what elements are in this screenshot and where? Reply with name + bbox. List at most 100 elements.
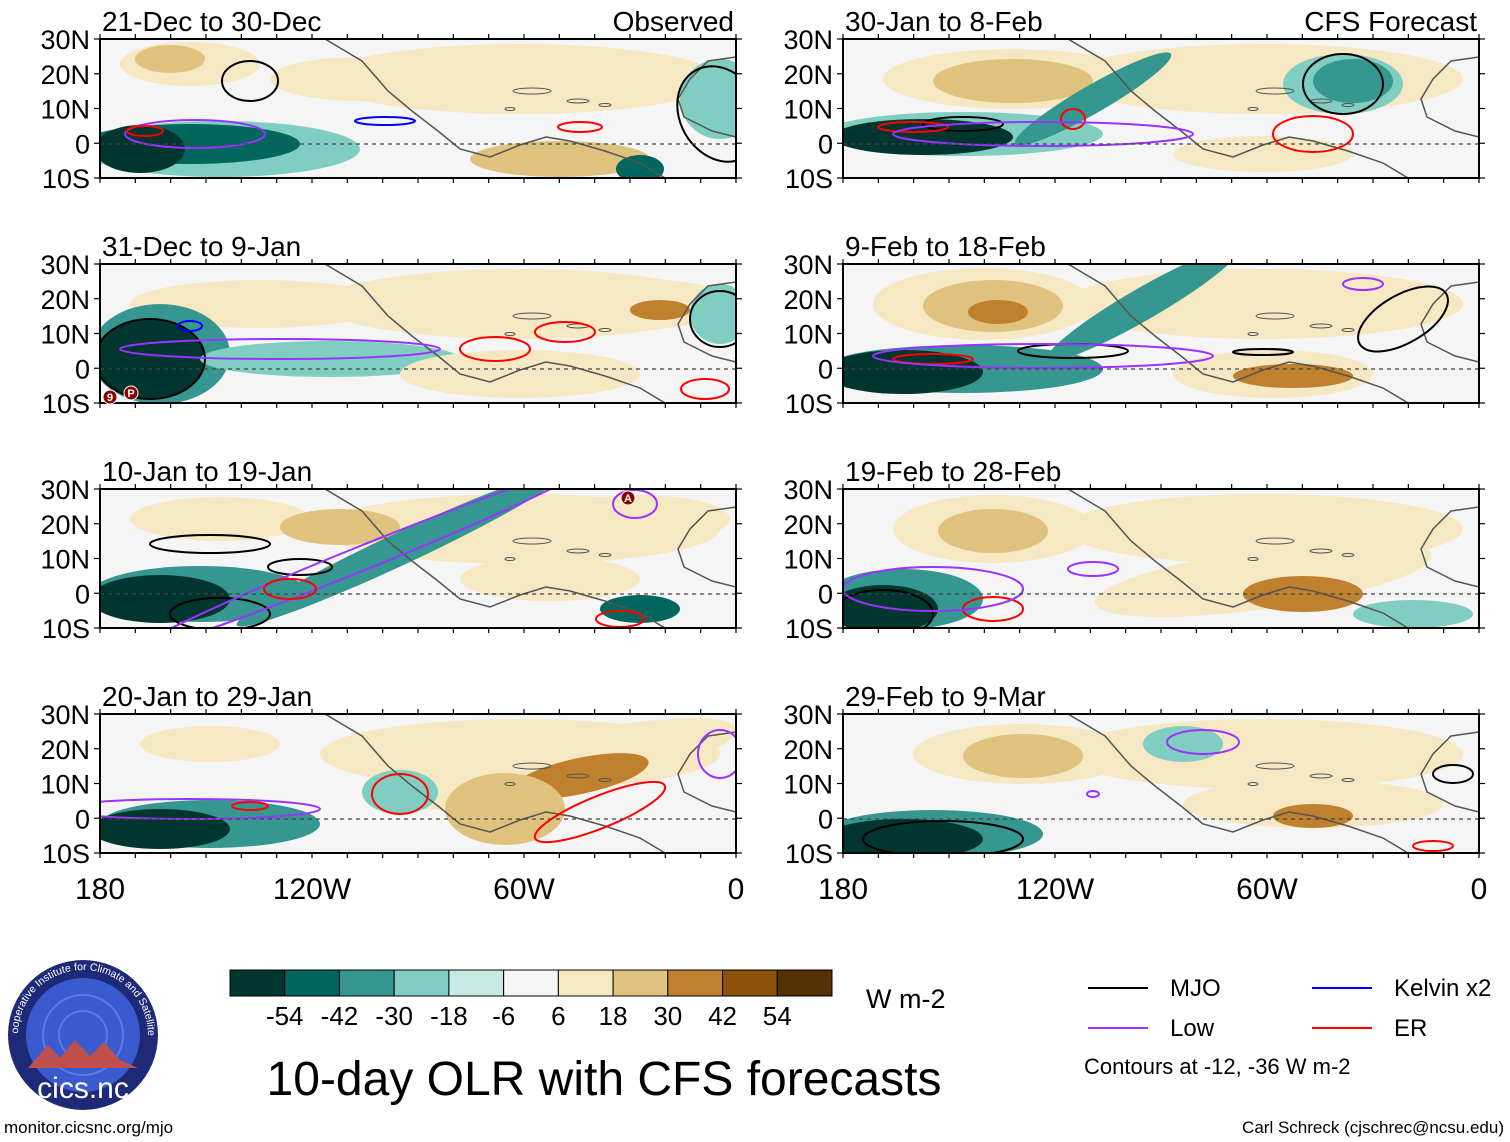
svg-text:9: 9	[107, 392, 113, 404]
colorbar-swatch	[667, 969, 724, 997]
legend-note: Contours at -12, -36 W m-2	[1084, 1054, 1351, 1079]
map-panel-0-1: 31-Dec to 9-Jan 30N 20N 10N 0 10S	[40, 231, 742, 419]
colorbar-label: -18	[430, 1001, 468, 1031]
colorbar-label: -54	[266, 1001, 304, 1031]
lat-label: 0	[818, 129, 833, 159]
lat-label: 20N	[783, 285, 833, 315]
lon-label: 120W	[273, 873, 352, 906]
colorbar-swatch	[776, 969, 833, 997]
lon-label: 180	[75, 873, 125, 906]
colorbar-label: -42	[321, 1001, 359, 1031]
lat-label: 10N	[783, 770, 833, 800]
lat-label: 30N	[40, 25, 90, 55]
map-panel-0-0: 21-Dec to 30-Dec Observed 30N 20N 10N 0 10S	[40, 6, 742, 194]
map-panel-1-1: 9-Feb to 18-Feb 30N 20N 10N 0 10S	[783, 231, 1485, 419]
lat-label: 10N	[40, 320, 90, 350]
colorbar-swatch	[284, 969, 340, 997]
svg-text:P: P	[127, 388, 134, 400]
colorbar-swatch	[722, 969, 778, 997]
lat-label: 30N	[40, 250, 90, 280]
lat-label: 10N	[783, 95, 833, 125]
colorbar-label: 6	[551, 1001, 565, 1031]
column-header: CFS Forecast	[1304, 6, 1477, 37]
lat-label: 30N	[783, 700, 833, 730]
lat-label: 10S	[785, 389, 833, 419]
colorbar-swatch	[612, 969, 669, 997]
lat-label: 10N	[783, 320, 833, 350]
lat-label: 10S	[42, 164, 90, 194]
lat-label: 0	[75, 804, 90, 834]
lat-label: 30N	[783, 475, 833, 505]
lat-label: 0	[75, 579, 90, 609]
map-panel-1-0: 30-Jan to 8-Feb CFS Forecast 30N 20N 10N 0 10S	[783, 6, 1485, 194]
panel-period-label: 9-Feb to 18-Feb	[845, 231, 1046, 262]
map-panel-1-3: 29-Feb to 9-Mar 30N 20N 10N 0 10S 180 120W 60W 0	[783, 681, 1487, 906]
lat-label: 10N	[40, 545, 90, 575]
lat-label: 10S	[785, 614, 833, 644]
colorbar-label: 30	[653, 1001, 682, 1031]
map-panel-0-2: 10-Jan to 19-Jan 30N 20N 10N 0 10S	[40, 456, 742, 644]
map-panel-0-3: 20-Jan to 29-Jan 30N 20N 10N 0 10S 180 120W 60W 0	[40, 681, 744, 906]
lat-label: 10N	[40, 95, 90, 125]
lat-label: 10S	[785, 839, 833, 869]
lat-label: 20N	[40, 285, 90, 315]
colorbar-label: -6	[492, 1001, 515, 1031]
lat-label: 10S	[785, 164, 833, 194]
lat-label: 10S	[42, 614, 90, 644]
lat-label: 30N	[40, 700, 90, 730]
colorbar-swatch	[229, 969, 286, 997]
map-panel-1-2: 19-Feb to 28-Feb 30N 20N 10N 0 10S	[783, 456, 1485, 644]
column-header: Observed	[613, 6, 734, 37]
legend-label: Low	[1170, 1015, 1215, 1042]
colorbar-label: 42	[708, 1001, 737, 1031]
lat-label: 10S	[42, 839, 90, 869]
lat-label: 0	[818, 354, 833, 384]
lat-label: 20N	[783, 510, 833, 540]
lat-label: 10S	[42, 389, 90, 419]
colorbar-swatch	[557, 969, 614, 997]
figure-title: 10-day OLR with CFS forecasts	[267, 1053, 942, 1106]
legend-label: MJO	[1170, 975, 1221, 1002]
lat-label: 10N	[40, 770, 90, 800]
panel-period-label: 31-Dec to 9-Jan	[102, 231, 301, 262]
panel-period-label: 19-Feb to 28-Feb	[845, 456, 1061, 487]
panel-period-label: 10-Jan to 19-Jan	[102, 456, 312, 487]
colorbar: -54 -42 -30 -18 -6 6 18 30 42 54	[229, 969, 833, 1031]
footer-credit: Carl Schreck (cjschrec@ncsu.edu)	[1242, 1118, 1504, 1137]
panel-period-label: 21-Dec to 30-Dec	[102, 6, 321, 37]
panel-period-label: 20-Jan to 29-Jan	[102, 681, 312, 712]
colorbar-label: 54	[763, 1001, 792, 1031]
legend-label: Kelvin x2	[1394, 975, 1491, 1002]
lat-label: 30N	[783, 250, 833, 280]
lon-label: 180	[818, 873, 868, 906]
colorbar-swatch	[393, 969, 450, 997]
lat-label: 0	[818, 804, 833, 834]
lat-label: 0	[75, 354, 90, 384]
lon-label: 60W	[1236, 873, 1298, 906]
lat-label: 30N	[40, 475, 90, 505]
storm-marker: 9	[102, 389, 118, 405]
storm-marker: P	[123, 385, 139, 401]
storm-marker: A	[620, 490, 636, 506]
svg-text:A: A	[624, 493, 632, 505]
lon-label: 60W	[493, 873, 555, 906]
lon-label: 0	[728, 873, 745, 906]
lon-label: 120W	[1016, 873, 1095, 906]
colorbar-label: 18	[599, 1001, 628, 1031]
lat-label: 20N	[40, 735, 90, 765]
colorbar-swatch	[338, 969, 395, 997]
lat-label: 20N	[783, 735, 833, 765]
legend-label: ER	[1394, 1015, 1427, 1042]
lat-label: 0	[818, 579, 833, 609]
lat-label: 0	[75, 129, 90, 159]
colorbar-swatch	[448, 969, 505, 997]
lon-label: 0	[1471, 873, 1488, 906]
lat-label: 20N	[40, 510, 90, 540]
lat-label: 10N	[783, 545, 833, 575]
panel-period-label: 30-Jan to 8-Feb	[845, 6, 1043, 37]
panel-period-label: 29-Feb to 9-Mar	[845, 681, 1046, 712]
footer-url: monitor.cicsnc.org/mjo	[4, 1118, 173, 1137]
logo-text: cics.nc	[37, 1072, 129, 1105]
lat-label: 20N	[40, 60, 90, 90]
